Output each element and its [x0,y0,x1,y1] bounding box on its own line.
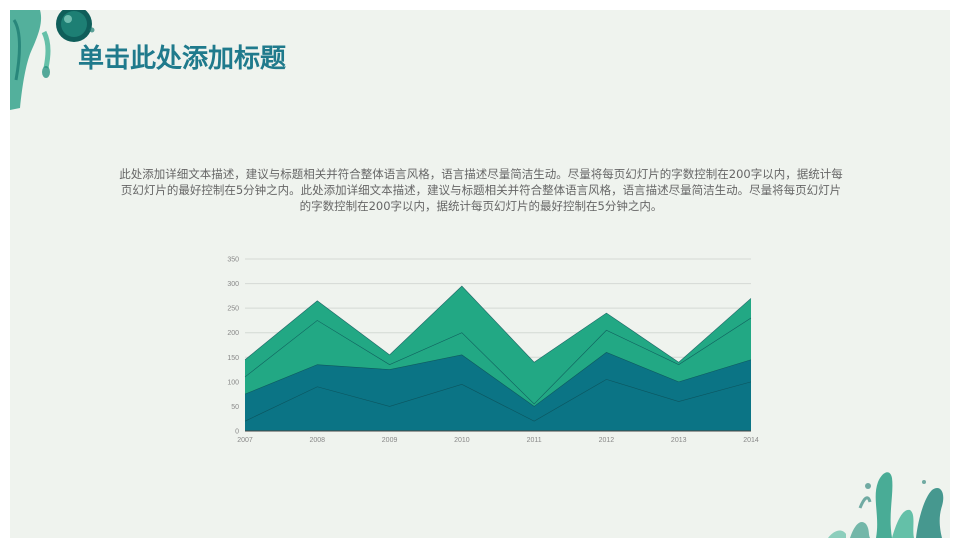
y-tick-label: 300 [227,281,239,288]
chart-series-lines [244,285,752,422]
x-tick-label: 2007 [237,437,253,444]
y-tick-label: 350 [227,257,239,264]
y-tick-label: 200 [227,330,239,337]
x-tick-label: 2009 [382,437,398,444]
y-tick-label: 50 [231,404,239,411]
area-series-1 [245,379,751,431]
ink-splash-top-left [10,10,95,110]
y-tick-label: 100 [227,379,239,386]
slide: 单击此处添加标题 此处添加详细文本描述，建议与标题相关并符合整体语言风格，语言描… [10,10,950,538]
series-line-4 [244,285,752,363]
series-line-3 [244,317,752,405]
chart-x-axis-labels: 2007 2008 2009 2010 2011 2012 2013 2014 [237,437,759,444]
series-line-1 [244,379,752,422]
x-tick-label: 2013 [671,437,687,444]
chart-areas [245,286,751,431]
x-tick-label: 2014 [743,437,759,444]
y-tick-label: 150 [227,355,239,362]
ink-splash-bottom-right [828,472,944,538]
y-tick-label: 0 [235,429,239,436]
x-tick-label: 2012 [599,437,615,444]
series-line-2 [244,352,752,407]
chart-y-axis-labels: 0 50 100 150 200 250 300 350 [227,257,239,436]
slide-title[interactable]: 单击此处添加标题 [78,44,287,74]
description-text[interactable]: 此处添加详细文本描述，建议与标题相关并符合整体语言风格，语言描述尽量简洁生动。尽… [119,167,843,213]
x-tick-label: 2008 [309,437,325,444]
x-tick-label: 2011 [527,437,542,444]
y-tick-label: 250 [227,306,239,313]
x-tick-label: 2010 [454,437,470,444]
